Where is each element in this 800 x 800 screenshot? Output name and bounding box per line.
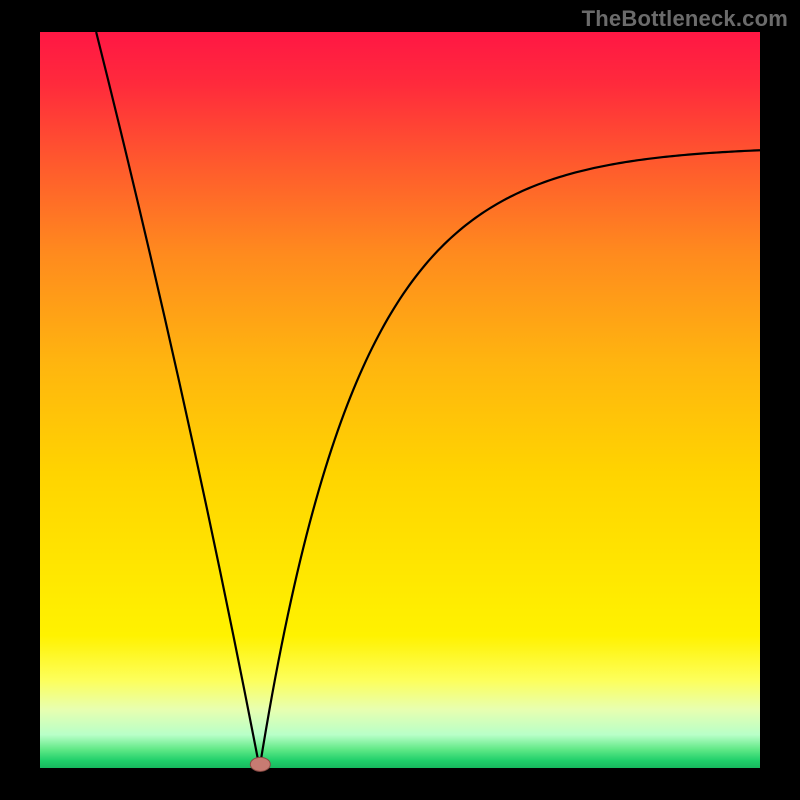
chart-container: TheBottleneck.com: [0, 0, 800, 800]
plot-background: [40, 32, 760, 768]
minimum-marker: [250, 757, 270, 771]
watermark-text: TheBottleneck.com: [582, 6, 788, 32]
bottleneck-chart: [0, 0, 800, 800]
